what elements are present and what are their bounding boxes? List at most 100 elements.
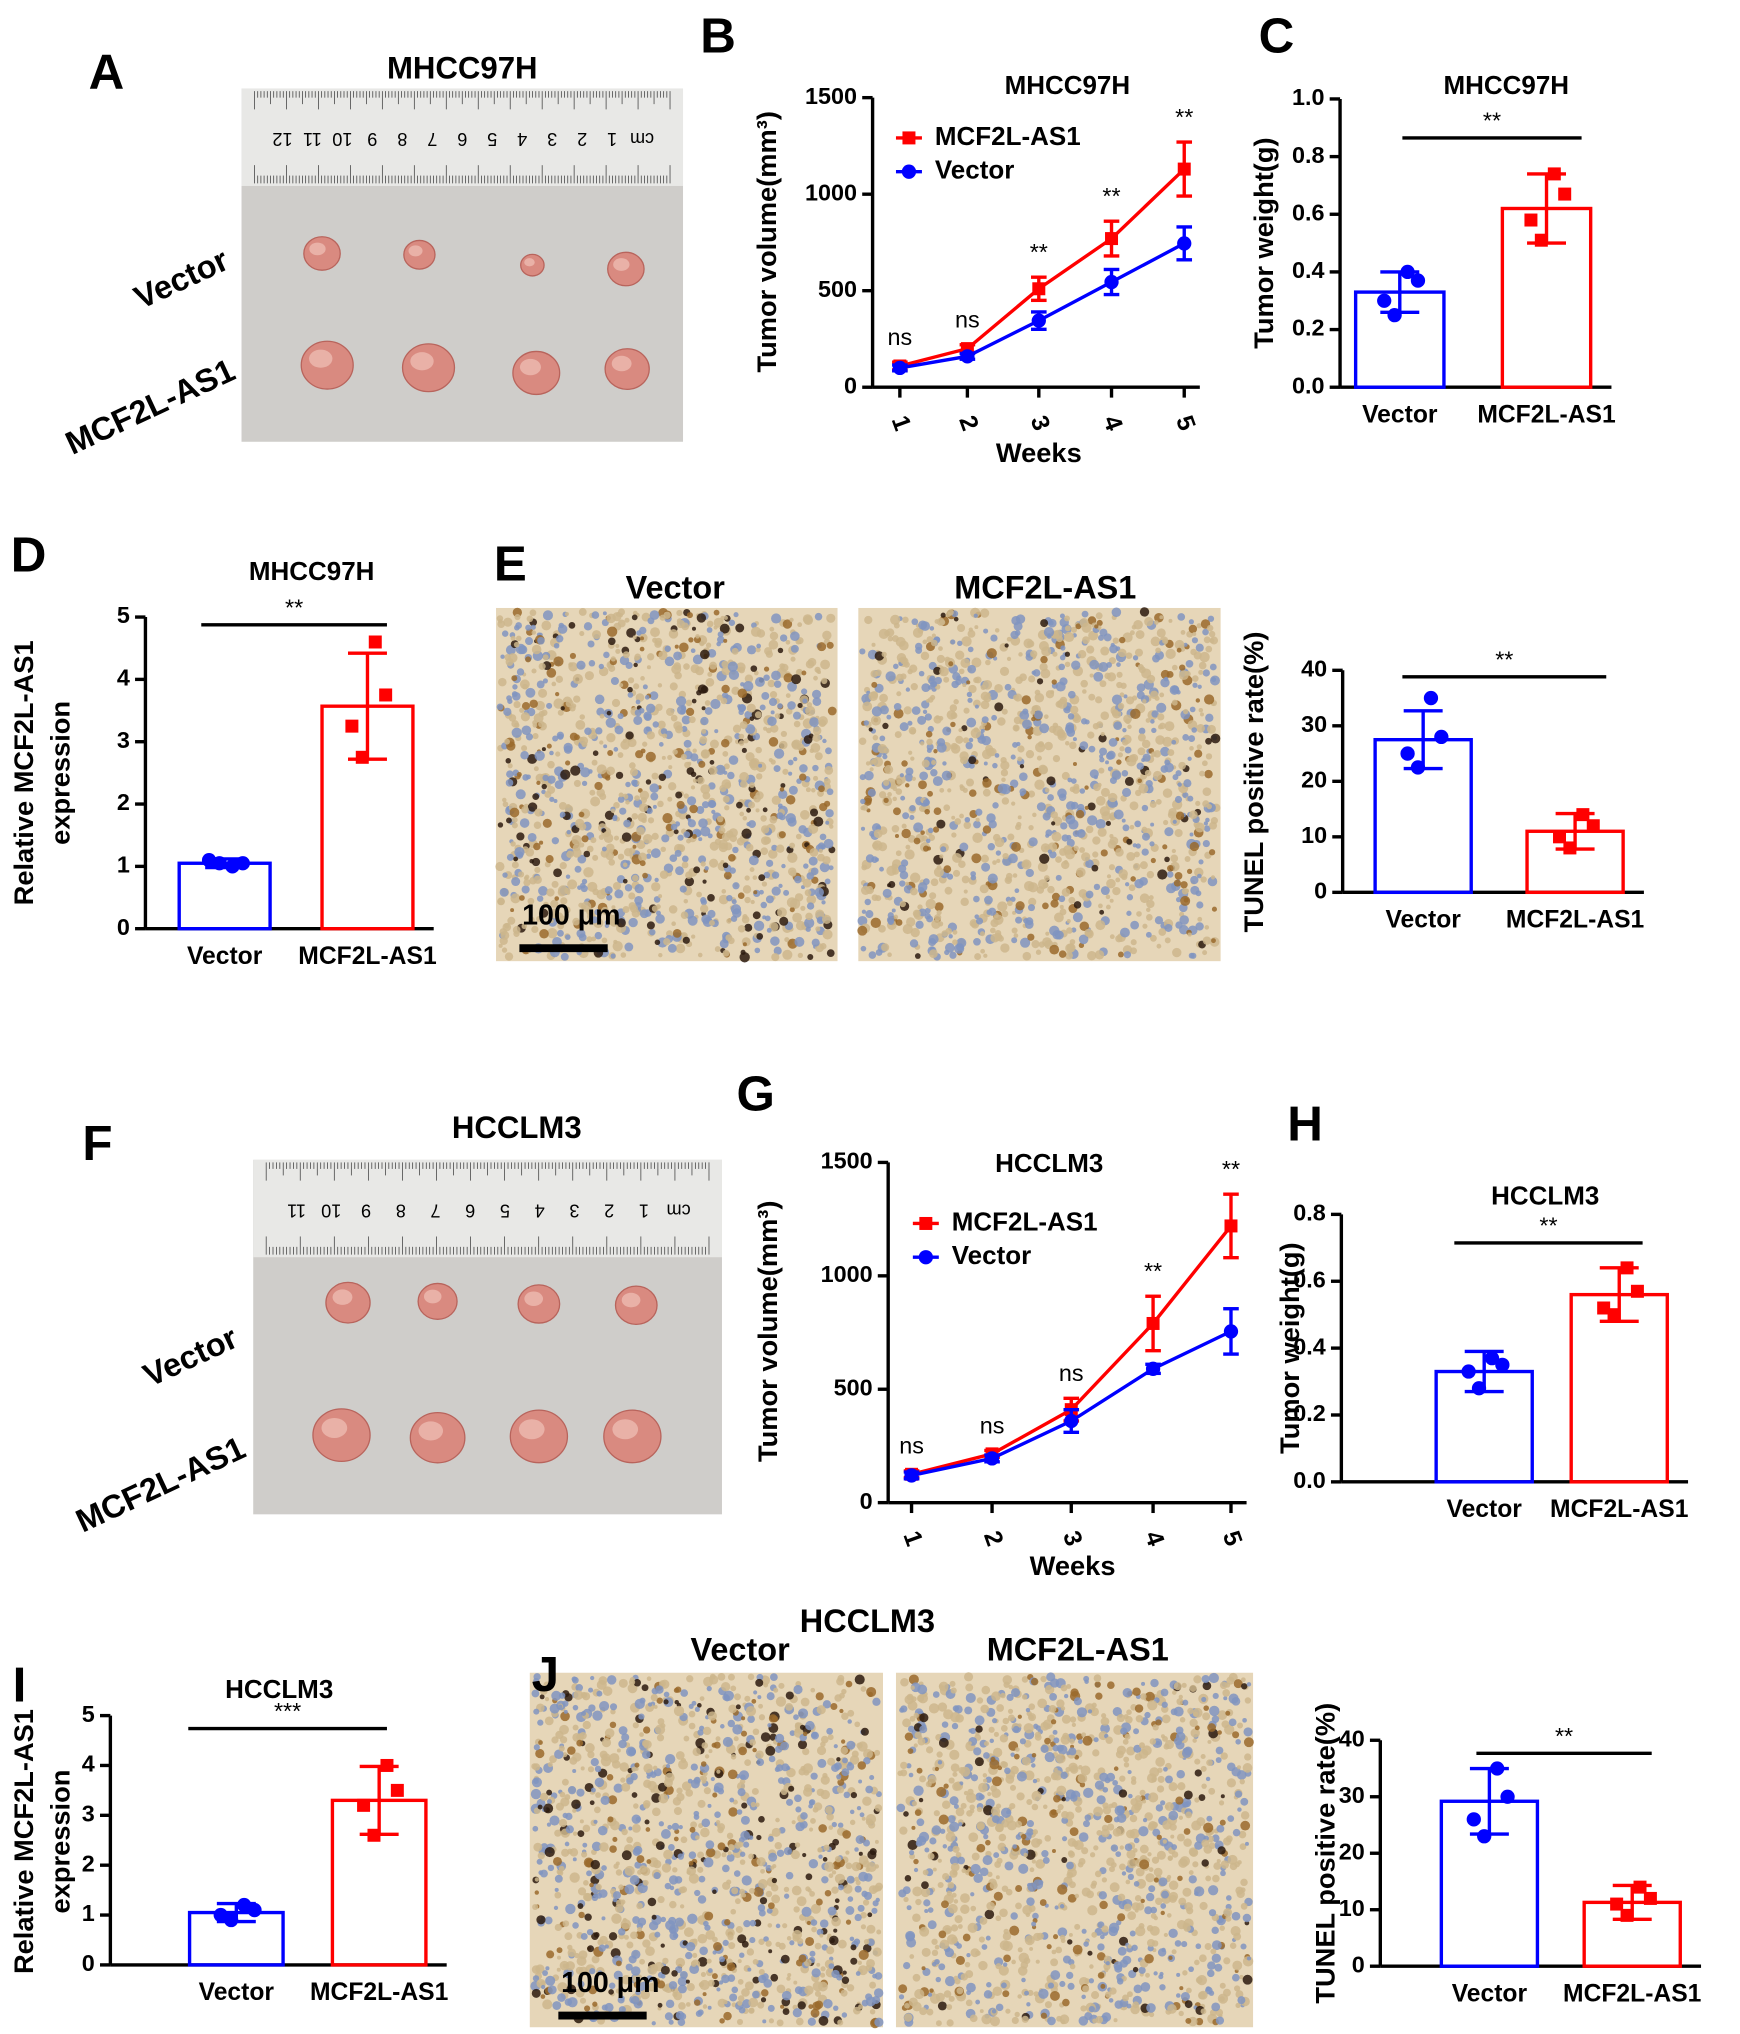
- cell: [520, 750, 529, 760]
- cell: [979, 931, 985, 937]
- cell: [775, 1764, 784, 1772]
- cell: [529, 699, 538, 709]
- cell: [1142, 923, 1148, 929]
- cell: [675, 943, 686, 954]
- cell: [1080, 679, 1088, 688]
- cell: [1129, 824, 1135, 830]
- cell: [541, 783, 547, 790]
- cell: [538, 1740, 543, 1745]
- cell: [805, 705, 816, 717]
- cell: [555, 1802, 564, 1811]
- cell: [1144, 769, 1152, 777]
- cell: [1027, 790, 1036, 798]
- cell: [529, 609, 537, 617]
- cell: [639, 909, 649, 919]
- cell: [805, 1873, 813, 1881]
- cell: [657, 1896, 665, 1904]
- cell: [639, 1732, 644, 1737]
- cell: [1150, 719, 1155, 724]
- cell: [557, 885, 569, 896]
- cell: [931, 919, 941, 929]
- cell: [521, 805, 529, 814]
- cell: [874, 1972, 883, 1980]
- cell: [598, 834, 605, 840]
- cell: [1079, 847, 1086, 853]
- cell: [1203, 1705, 1209, 1711]
- cell: [729, 867, 736, 874]
- cell: [704, 707, 713, 715]
- cell: [660, 1965, 670, 1975]
- cell: [692, 1952, 698, 1959]
- cell: [831, 1916, 841, 1927]
- cell: [746, 807, 751, 813]
- cell: [681, 725, 688, 733]
- cell: [689, 804, 698, 814]
- cell: [894, 731, 902, 739]
- cell: [745, 1706, 757, 1717]
- cell: [932, 776, 943, 787]
- cell: [768, 2018, 775, 2024]
- cell: [708, 782, 716, 790]
- cell: [1060, 822, 1068, 830]
- cell: [1139, 1844, 1149, 1854]
- cell: [615, 1869, 623, 1876]
- cell: [890, 614, 901, 625]
- cell: [523, 878, 531, 887]
- cell: [702, 1726, 712, 1736]
- cell: [727, 1673, 735, 1681]
- cell: [975, 808, 983, 816]
- cell: [784, 937, 790, 943]
- cell: [808, 1827, 814, 1832]
- cell: [611, 905, 616, 910]
- cell: [649, 610, 660, 620]
- cell: [1037, 861, 1048, 872]
- cell: [1096, 721, 1104, 729]
- cell: [660, 1973, 666, 1979]
- cell: [638, 852, 648, 862]
- cell: [675, 696, 687, 707]
- cell: [917, 886, 925, 894]
- cell: [740, 1830, 750, 1841]
- cell: [858, 1851, 863, 1856]
- cell: [1146, 870, 1155, 879]
- cell: [891, 824, 900, 833]
- cell: [744, 923, 753, 932]
- cell: [634, 1762, 640, 1768]
- cell: [651, 882, 661, 892]
- cell: [749, 760, 760, 771]
- cell: [1206, 803, 1213, 810]
- cell: [980, 854, 989, 863]
- cell: [675, 791, 683, 799]
- cell: [837, 1674, 845, 1682]
- cell: [688, 1851, 697, 1859]
- cell: [624, 617, 630, 623]
- cell: [673, 1705, 685, 1717]
- cell: [827, 1906, 837, 1916]
- cell: [960, 756, 968, 765]
- cell: [1153, 750, 1162, 758]
- cell: [700, 784, 711, 795]
- cell: [1187, 756, 1192, 761]
- cell: [702, 879, 707, 884]
- cell: [1204, 925, 1210, 930]
- cell: [761, 881, 768, 887]
- cell: [726, 894, 733, 902]
- cell: [592, 2001, 598, 2007]
- cell: [737, 1978, 744, 1985]
- cell: [693, 636, 701, 644]
- cell: [753, 890, 758, 895]
- cell: [695, 634, 700, 639]
- cell: [1043, 714, 1049, 719]
- cell: [797, 702, 803, 709]
- cell: [1040, 655, 1048, 664]
- cell: [686, 612, 693, 619]
- cell: [536, 895, 544, 902]
- cell: [719, 939, 729, 949]
- cell: [955, 735, 964, 744]
- cell: [776, 812, 784, 820]
- cell: [652, 721, 659, 728]
- cell: [795, 1821, 805, 1832]
- cell: [595, 1883, 602, 1891]
- cell: [807, 657, 817, 667]
- cell: [973, 895, 980, 903]
